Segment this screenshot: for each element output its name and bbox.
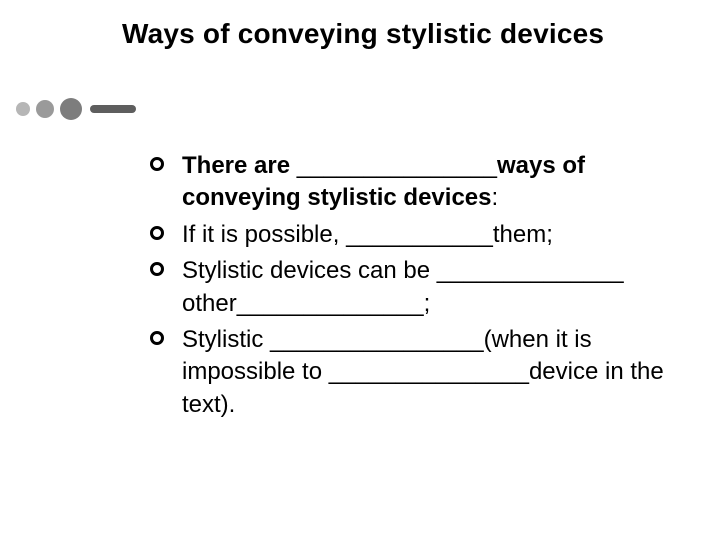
list-item: Stylistic devices can be ______________ … [150,255,670,320]
bullet-icon [150,226,164,240]
slide: Ways of conveying stylistic devices Ther… [0,0,720,540]
decor-strip [16,98,136,120]
slide-title: Ways of conveying stylistic devices [122,18,604,50]
decor-dot-medium [36,100,54,118]
bullet-icon [150,157,164,171]
list-item: There are _______________ways of conveyi… [150,150,670,215]
text-fragment: : [491,184,498,211]
bullet-icon [150,262,164,276]
list-item: Stylistic ________________(when it is im… [150,324,670,421]
list-item-text: Stylistic devices can be ______________ … [182,255,670,320]
list-item: If it is possible, ___________them; [150,219,670,251]
list-item-text: There are _______________ways of conveyi… [182,150,670,215]
decor-dot-large [60,98,82,120]
decor-bar [90,105,136,113]
text-fragment: There are [182,152,297,179]
decor-dot-small [16,102,30,116]
bullet-icon [150,331,164,345]
list-item-text: If it is possible, ___________them; [182,219,553,251]
blank: _______________ [297,152,497,179]
bullet-list: There are _______________ways of conveyi… [150,150,670,425]
list-item-text: Stylistic ________________(when it is im… [182,324,670,421]
